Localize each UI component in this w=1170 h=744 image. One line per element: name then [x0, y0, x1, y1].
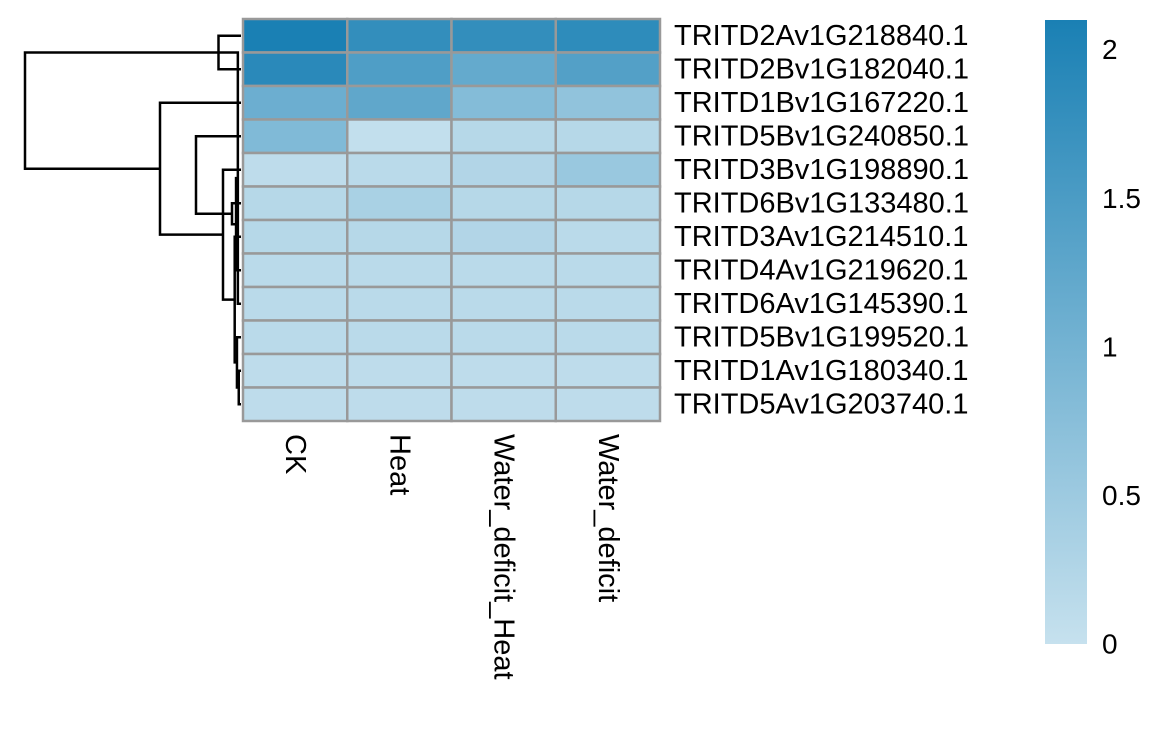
- column-label: Water_deficit_Heat: [488, 434, 520, 680]
- heatmap-cell: [241, 51, 349, 88]
- heatmap-cell: [241, 319, 349, 356]
- heatmap-cell: [241, 118, 349, 155]
- column-labels: CK Heat Water_deficit_Heat Water_deficit: [279, 434, 624, 680]
- row-label: TRITD2Bv1G182040.1: [674, 53, 969, 85]
- heatmap-cell: [554, 252, 662, 289]
- heatmap-cell: [554, 185, 662, 222]
- heatmap-cell: [346, 84, 453, 121]
- heatmap-cell: [554, 84, 662, 121]
- row-label: TRITD5Bv1G240850.1: [674, 120, 969, 152]
- heatmap-cell: [241, 285, 349, 322]
- row-label: TRITD6Bv1G133480.1: [674, 187, 969, 219]
- heatmap-cell: [346, 285, 453, 322]
- heatmap-cell: [241, 218, 349, 255]
- heatmap-cell: [346, 51, 453, 88]
- heatmap-cell: [450, 386, 557, 423]
- heatmap-cell: [346, 319, 453, 356]
- color-legend-bar: [1045, 20, 1087, 644]
- heatmap-cell: [554, 319, 662, 356]
- heatmap-cell: [554, 352, 662, 389]
- column-label: Water_deficit: [592, 434, 624, 602]
- row-label: TRITD4Av1G219620.1: [674, 254, 968, 286]
- heatmap-cells: [241, 17, 662, 423]
- row-label: TRITD1Av1G180340.1: [674, 355, 968, 387]
- heatmap-cell: [346, 218, 453, 255]
- heatmap-cell: [450, 319, 557, 356]
- legend-tick-label: 2: [1102, 34, 1118, 65]
- heatmap-cell: [450, 185, 557, 222]
- heatmap-cell: [346, 352, 453, 389]
- dendrogram-branch: [194, 135, 241, 215]
- heatmap-cell: [241, 386, 349, 423]
- heatmap-cell: [554, 151, 662, 188]
- heatmap-cell: [241, 252, 349, 289]
- legend-tick-label: 1.5: [1102, 183, 1141, 214]
- legend-tick-label: 0: [1102, 629, 1118, 660]
- heatmap-cell: [450, 151, 557, 188]
- heatmap-cell: [346, 151, 453, 188]
- row-label: TRITD3Av1G214510.1: [674, 221, 968, 253]
- row-dendrogram: [23, 34, 241, 406]
- heatmap-cell: [554, 17, 662, 54]
- row-label: TRITD6Av1G145390.1: [674, 288, 968, 320]
- heatmap-cell: [241, 84, 349, 121]
- heatmap-cell: [450, 218, 557, 255]
- row-labels: TRITD2Av1G218840.1TRITD2Bv1G182040.1TRIT…: [674, 20, 969, 421]
- heatmap-cell: [346, 386, 453, 423]
- heatmap-cell: [554, 118, 662, 155]
- heatmap-cell: [554, 386, 662, 423]
- row-label: TRITD1Bv1G167220.1: [674, 87, 969, 119]
- heatmap-cell: [346, 118, 453, 155]
- heatmap-cell: [241, 151, 349, 188]
- row-label: TRITD3Bv1G198890.1: [674, 154, 969, 186]
- heatmap-cell: [346, 252, 453, 289]
- legend-tick-label: 1: [1102, 331, 1118, 362]
- heatmap-cell: [450, 352, 557, 389]
- heatmap-cell: [450, 51, 557, 88]
- heatmap-cell: [241, 185, 349, 222]
- heatmap-cell: [241, 352, 349, 389]
- dendrogram-branch: [237, 369, 241, 406]
- heatmap-cell: [450, 118, 557, 155]
- heatmap-cell: [554, 218, 662, 255]
- column-label: CK: [279, 434, 311, 475]
- heatmap-cell: [554, 285, 662, 322]
- heatmap-cell: [450, 252, 557, 289]
- color-legend: 0 0.5 1 1.5 2: [1045, 20, 1141, 660]
- heatmap-cell: [346, 185, 453, 222]
- dendrogram-branch: [23, 51, 219, 170]
- heatmap-cell: [450, 84, 557, 121]
- heatmap-cell: [241, 17, 349, 54]
- row-label: TRITD5Av1G203740.1: [674, 388, 968, 420]
- heatmap-cell: [450, 17, 557, 54]
- heatmap-cell: [346, 17, 453, 54]
- heatmap-cell: [554, 51, 662, 88]
- row-label: TRITD2Av1G218840.1: [674, 20, 968, 52]
- legend-tick-label: 0.5: [1102, 480, 1141, 511]
- row-label: TRITD5Bv1G199520.1: [674, 321, 969, 353]
- column-label: Heat: [383, 434, 415, 495]
- heatmap-cell: [450, 285, 557, 322]
